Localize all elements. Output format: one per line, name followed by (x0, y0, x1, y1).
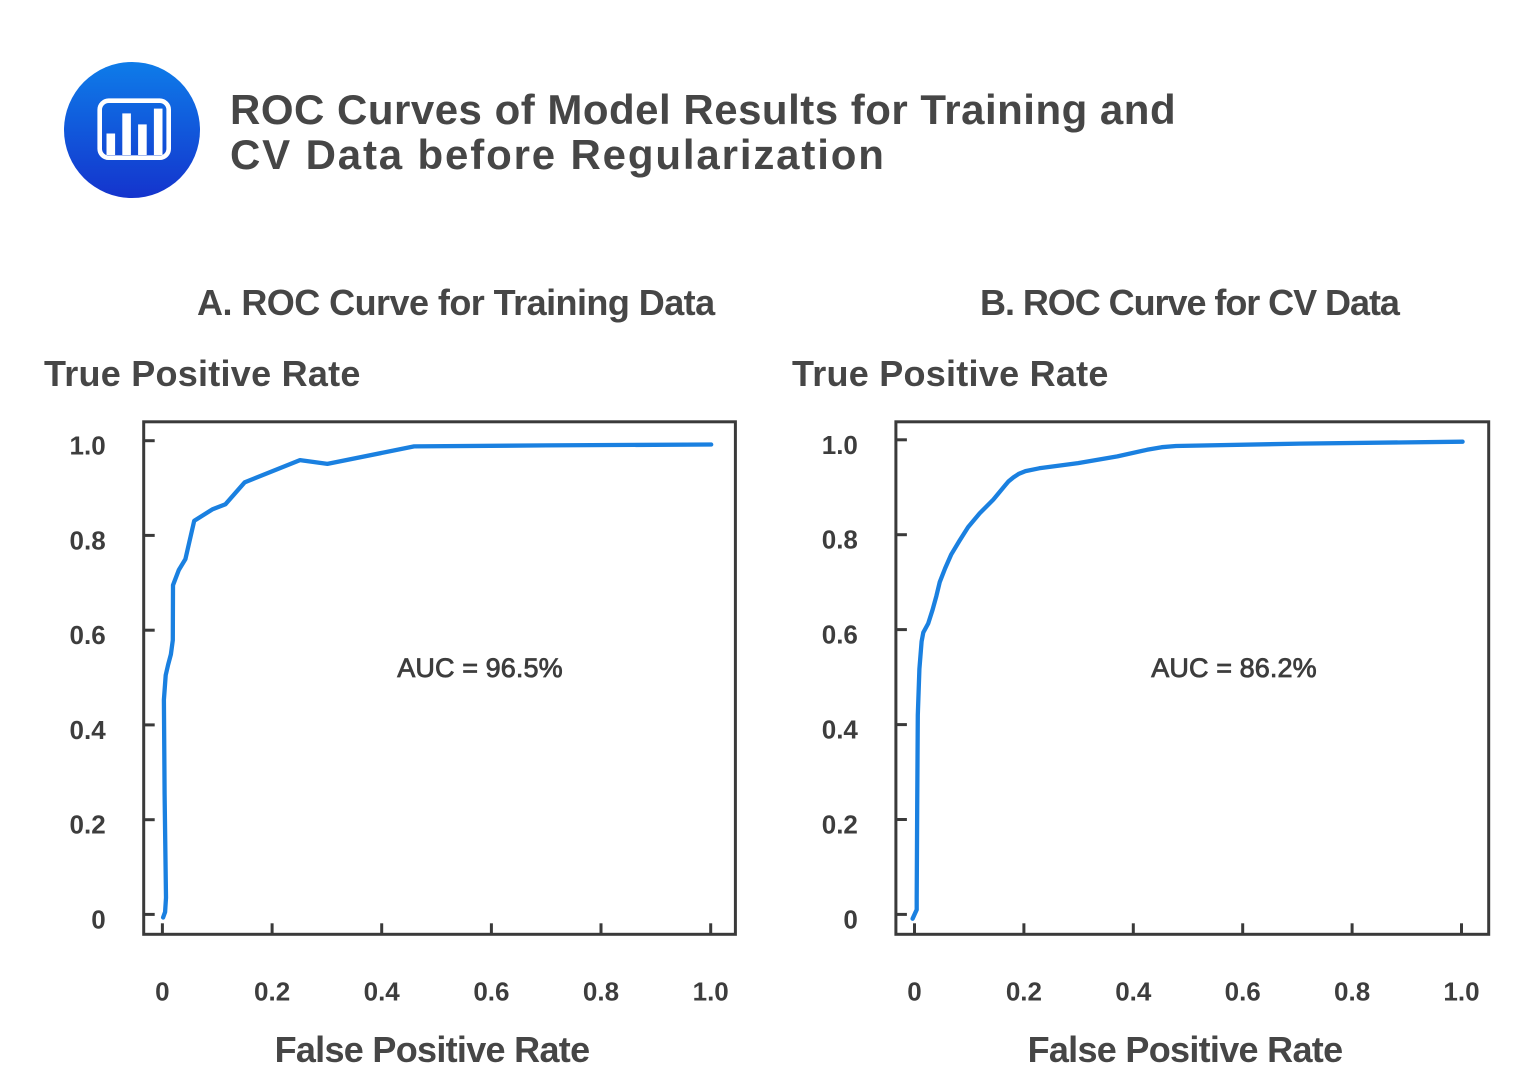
svg-text:0.6: 0.6 (70, 620, 106, 650)
svg-text:0.4: 0.4 (70, 715, 107, 745)
svg-text:AUC = 96.5%: AUC = 96.5% (397, 653, 562, 683)
svg-text:0.8: 0.8 (583, 977, 619, 1007)
svg-text:CV Data before Regularization: CV Data before Regularization (230, 131, 886, 178)
svg-text:A. ROC Curve for Training Data: A. ROC Curve for Training Data (197, 282, 716, 323)
svg-text:B. ROC Curve for CV Data: B. ROC Curve for CV Data (980, 282, 1401, 323)
svg-text:False Positive Rate: False Positive Rate (275, 1029, 590, 1070)
svg-text:0.6: 0.6 (473, 977, 509, 1007)
svg-text:0.8: 0.8 (822, 525, 858, 555)
svg-text:0.4: 0.4 (1115, 977, 1152, 1007)
svg-text:0.8: 0.8 (70, 525, 106, 555)
svg-text:0: 0 (155, 977, 169, 1007)
svg-text:True Positive Rate: True Positive Rate (44, 353, 361, 394)
svg-text:1.0: 1.0 (693, 977, 729, 1007)
svg-text:1.0: 1.0 (1443, 977, 1479, 1007)
svg-text:0: 0 (907, 977, 921, 1007)
svg-text:1.0: 1.0 (70, 431, 106, 461)
svg-text:True Positive Rate: True Positive Rate (792, 353, 1109, 394)
svg-text:0.8: 0.8 (1334, 977, 1370, 1007)
svg-text:0.4: 0.4 (822, 715, 859, 745)
svg-text:0.2: 0.2 (1006, 977, 1042, 1007)
svg-text:0.4: 0.4 (364, 977, 401, 1007)
svg-text:AUC = 86.2%: AUC = 86.2% (1151, 653, 1316, 683)
svg-text:0.2: 0.2 (70, 810, 106, 840)
svg-text:0: 0 (843, 904, 857, 934)
svg-text:False Positive Rate: False Positive Rate (1028, 1029, 1343, 1070)
svg-text:0: 0 (91, 904, 105, 934)
svg-text:1.0: 1.0 (822, 430, 858, 460)
svg-text:0.6: 0.6 (822, 620, 858, 650)
svg-text:0.6: 0.6 (1225, 977, 1261, 1007)
svg-text:ROC Curves of Model Results fo: ROC Curves of Model Results for Training… (230, 86, 1176, 133)
svg-text:0.2: 0.2 (822, 810, 858, 840)
svg-text:0.2: 0.2 (254, 977, 290, 1007)
